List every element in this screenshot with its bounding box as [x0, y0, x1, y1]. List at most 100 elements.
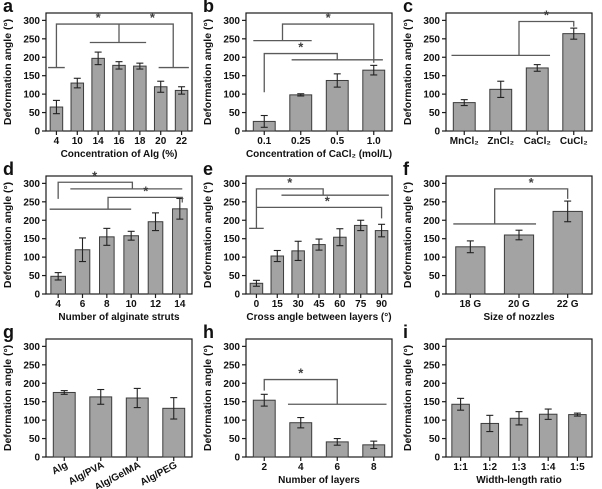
significance-star: *: [325, 193, 331, 208]
significance-star: *: [96, 10, 102, 25]
y-tick-label: 250: [423, 34, 440, 45]
y-tick-label: 0: [234, 453, 240, 464]
bar-chart-cacl2-concentration: 0 50 100 150 200 250 300 Deformation angle (°) 0…: [202, 10, 393, 160]
y-tick-label: 100: [423, 253, 440, 264]
y-tick-label: 50: [229, 434, 241, 445]
y-axis-title: Deformation angle (°): [2, 182, 14, 288]
y-tick-label: 50: [229, 108, 241, 119]
x-tick-label: 1:3: [512, 462, 527, 473]
plot-box: [245, 338, 393, 458]
panel-letter-c: c: [403, 0, 414, 16]
y-tick-label: 0: [434, 453, 440, 464]
y-tick-label: 250: [23, 360, 40, 371]
y-tick-label: 300: [223, 342, 240, 353]
y-axis-title: Deformation angle (°): [402, 345, 414, 451]
panel-letter-g: g: [3, 322, 14, 342]
significance-star: *: [287, 175, 293, 190]
y-tick-label: 0: [434, 290, 440, 301]
panel-a: a 0 50 100 150 200 250 300 Deformation angle (°…: [0, 0, 200, 163]
x-tick-label: 1:2: [483, 462, 498, 473]
y-tick-label: 100: [223, 90, 240, 101]
y-axis-title: Deformation angle (°): [202, 19, 214, 125]
panel-letter-i: i: [403, 322, 409, 342]
x-tick-label: 0: [254, 299, 260, 310]
significance-star: *: [150, 10, 156, 25]
significance-bracket: [281, 23, 375, 63]
bar-chart-alg-concentration: 0 50 100 150 200 250 300 Deformation angle (°) 4…: [2, 10, 193, 160]
y-tick-label: 150: [23, 397, 40, 408]
bar-chart-width-length-ratio: 0 50 100 150 200 250 300 Deformation angle (°) 1…: [402, 338, 593, 486]
x-tick-label: 1:4: [541, 462, 556, 473]
x-tick-label: 1:5: [570, 462, 585, 473]
x-tick-label: ZnCl₂: [487, 136, 514, 147]
bar-chart-material-blend: 0 50 100 150 200 250 300 Deformation angle (°) A…: [2, 338, 193, 489]
significance-bracket: [256, 206, 383, 219]
x-tick-label: 1.0: [367, 136, 381, 147]
significance-bracket: [263, 52, 338, 93]
bar: [153, 86, 168, 132]
y-axis-title: Deformation angle (°): [2, 19, 14, 125]
y-tick-label: 300: [23, 342, 40, 353]
significance-bracket: [263, 378, 338, 405]
significance-star: *: [529, 175, 535, 190]
y-tick-label: 0: [34, 290, 40, 301]
x-tick-label: 18 G: [459, 299, 481, 310]
x-tick-label: 10: [126, 299, 138, 310]
panel-letter-a: a: [3, 0, 14, 16]
y-tick-label: 150: [223, 397, 240, 408]
x-tick-label: 15: [272, 299, 284, 310]
y-tick-label: 0: [434, 127, 440, 138]
y-tick-label: 300: [423, 179, 440, 190]
bar-chart-cross-angle: 0 50 100 150 200 250 300 Deformation angle (°) 0…: [202, 175, 393, 323]
panel-letter-d: d: [3, 159, 14, 179]
x-tick-label: CuCl₂: [560, 136, 588, 147]
y-tick-label: 100: [23, 90, 40, 101]
y-tick-label: 150: [223, 71, 240, 82]
significance-bracket: [255, 188, 324, 229]
bar: [312, 244, 326, 295]
y-tick-label: 250: [223, 197, 240, 208]
x-tick-label: MnCl₂: [450, 136, 479, 147]
bar: [70, 82, 85, 132]
y-tick-label: 100: [223, 416, 240, 427]
bar-chart-nozzle-size: 0 50 100 150 200 250 300 Deformation angle (°) 1…: [402, 175, 593, 323]
y-tick-label: 150: [423, 397, 440, 408]
x-axis-title: Concentration of CaCl₂ (mol/L): [246, 149, 392, 160]
bar: [568, 414, 587, 458]
bar: [452, 102, 476, 132]
y-tick-label: 50: [429, 108, 441, 119]
x-tick-label: 20 G: [508, 299, 530, 310]
y-tick-label: 250: [23, 197, 40, 208]
x-tick-label: 45: [313, 299, 325, 310]
y-tick-label: 150: [423, 234, 440, 245]
y-axis-title: Deformation angle (°): [202, 182, 214, 288]
y-tick-label: 250: [223, 360, 240, 371]
x-tick-label: 8: [371, 462, 377, 473]
y-tick-label: 100: [23, 253, 40, 264]
y-tick-label: 0: [234, 290, 240, 301]
x-tick-label: 12: [150, 299, 162, 310]
bar: [538, 413, 558, 458]
significance-bracket: [57, 181, 134, 199]
x-tick-label: 6: [334, 462, 340, 473]
y-axis-title: Deformation angle (°): [402, 182, 414, 288]
y-tick-label: 0: [234, 127, 240, 138]
y-tick-label: 150: [23, 234, 40, 245]
bar: [374, 230, 389, 295]
x-tick-label: 14: [174, 299, 186, 310]
x-tick-label: 2: [261, 462, 267, 473]
y-tick-label: 50: [429, 434, 441, 445]
x-tick-label: 20: [155, 136, 167, 147]
y-tick-label: 200: [423, 379, 440, 390]
x-tick-label: 0.5: [330, 136, 344, 147]
y-tick-label: 200: [23, 53, 40, 64]
x-tick-label: 0.25: [291, 136, 311, 147]
x-axis-title: Size of nozzles: [483, 312, 555, 323]
y-tick-label: 250: [423, 360, 440, 371]
y-tick-label: 300: [423, 16, 440, 27]
panel-i: i 0 50 100 150 200 250 300 Deformation angle (°…: [400, 322, 602, 489]
x-tick-label: 22 G: [557, 299, 579, 310]
x-tick-label: 18: [134, 136, 146, 147]
panel-d: d 0 50 100 150 200 250 300 Deformation angle (°…: [0, 159, 200, 326]
x-tick-label: 30: [293, 299, 305, 310]
